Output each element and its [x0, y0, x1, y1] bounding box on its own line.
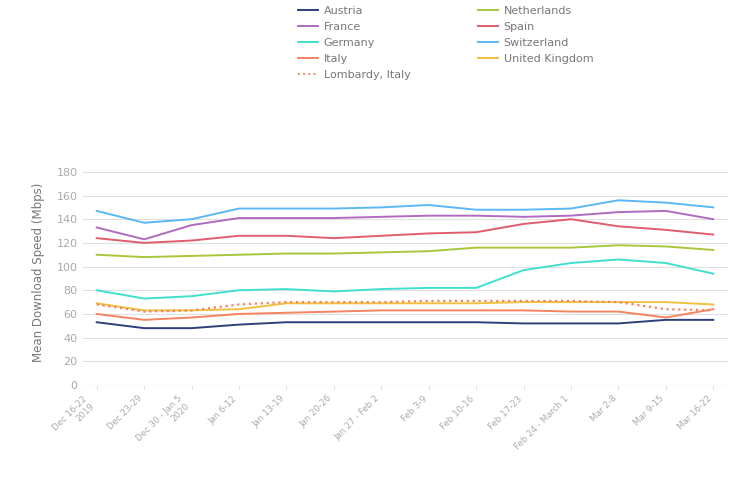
Legend: Netherlands, Spain, Switzerland, United Kingdom: Netherlands, Spain, Switzerland, United …: [478, 6, 593, 64]
Y-axis label: Mean Download Speed (Mbps): Mean Download Speed (Mbps): [32, 183, 46, 362]
